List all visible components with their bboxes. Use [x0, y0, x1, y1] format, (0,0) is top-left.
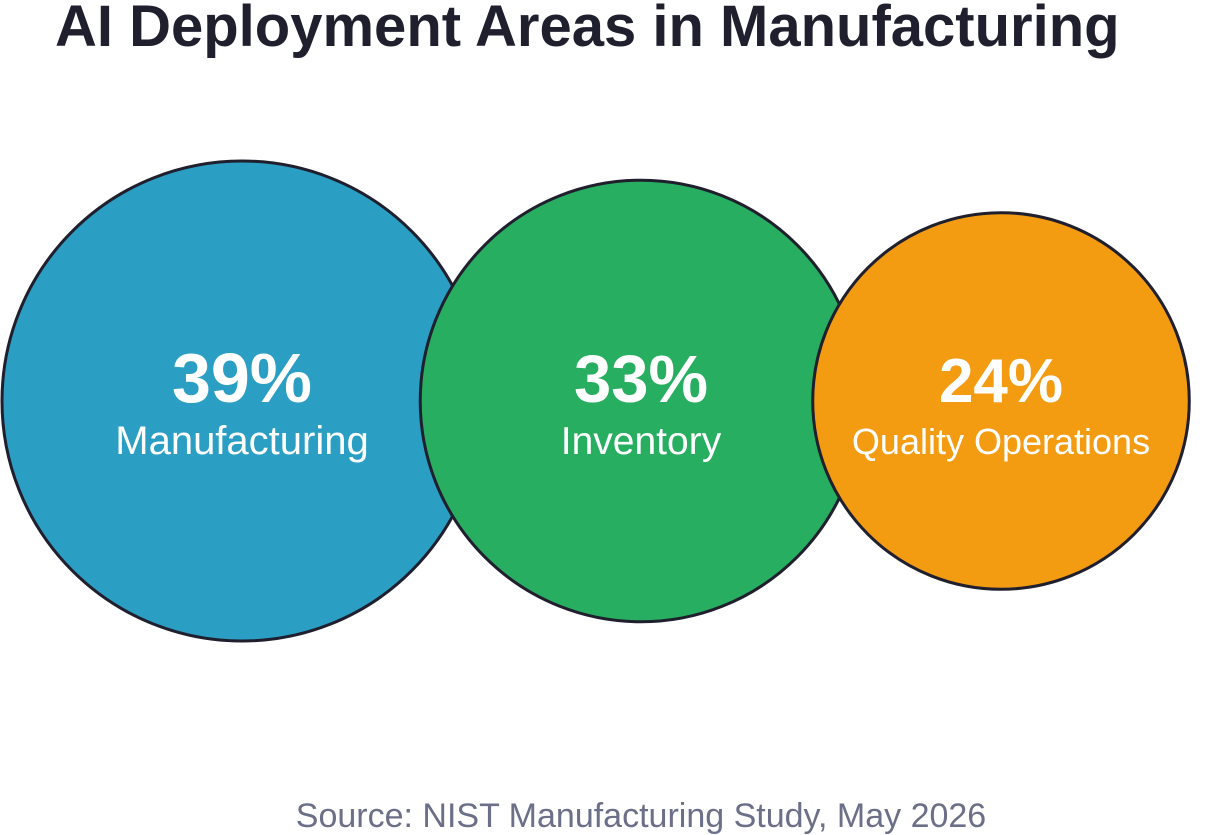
bubble-group: 39%Manufacturing 33%Inventory 24% Quality O… — [0, 159, 1191, 643]
bubble-value-manufacturing: 39% — [172, 339, 312, 417]
bubble-label-inventory: Inventory — [561, 420, 722, 463]
bubble-label-manufacturing: Manufacturing — [115, 419, 368, 463]
source-note: Source: NIST Manufacturing Study, May 20… — [296, 797, 986, 835]
bubble-value-quality-operations: 24% — [939, 347, 1063, 416]
chart-title: AI Deployment Areas in Manufacturing — [55, 0, 1120, 59]
bubble-label-quality-operations: Quality Operations — [852, 421, 1150, 462]
bubble-quality-operations — [811, 211, 1191, 591]
bubble-value-inventory: 33% — [574, 342, 708, 417]
